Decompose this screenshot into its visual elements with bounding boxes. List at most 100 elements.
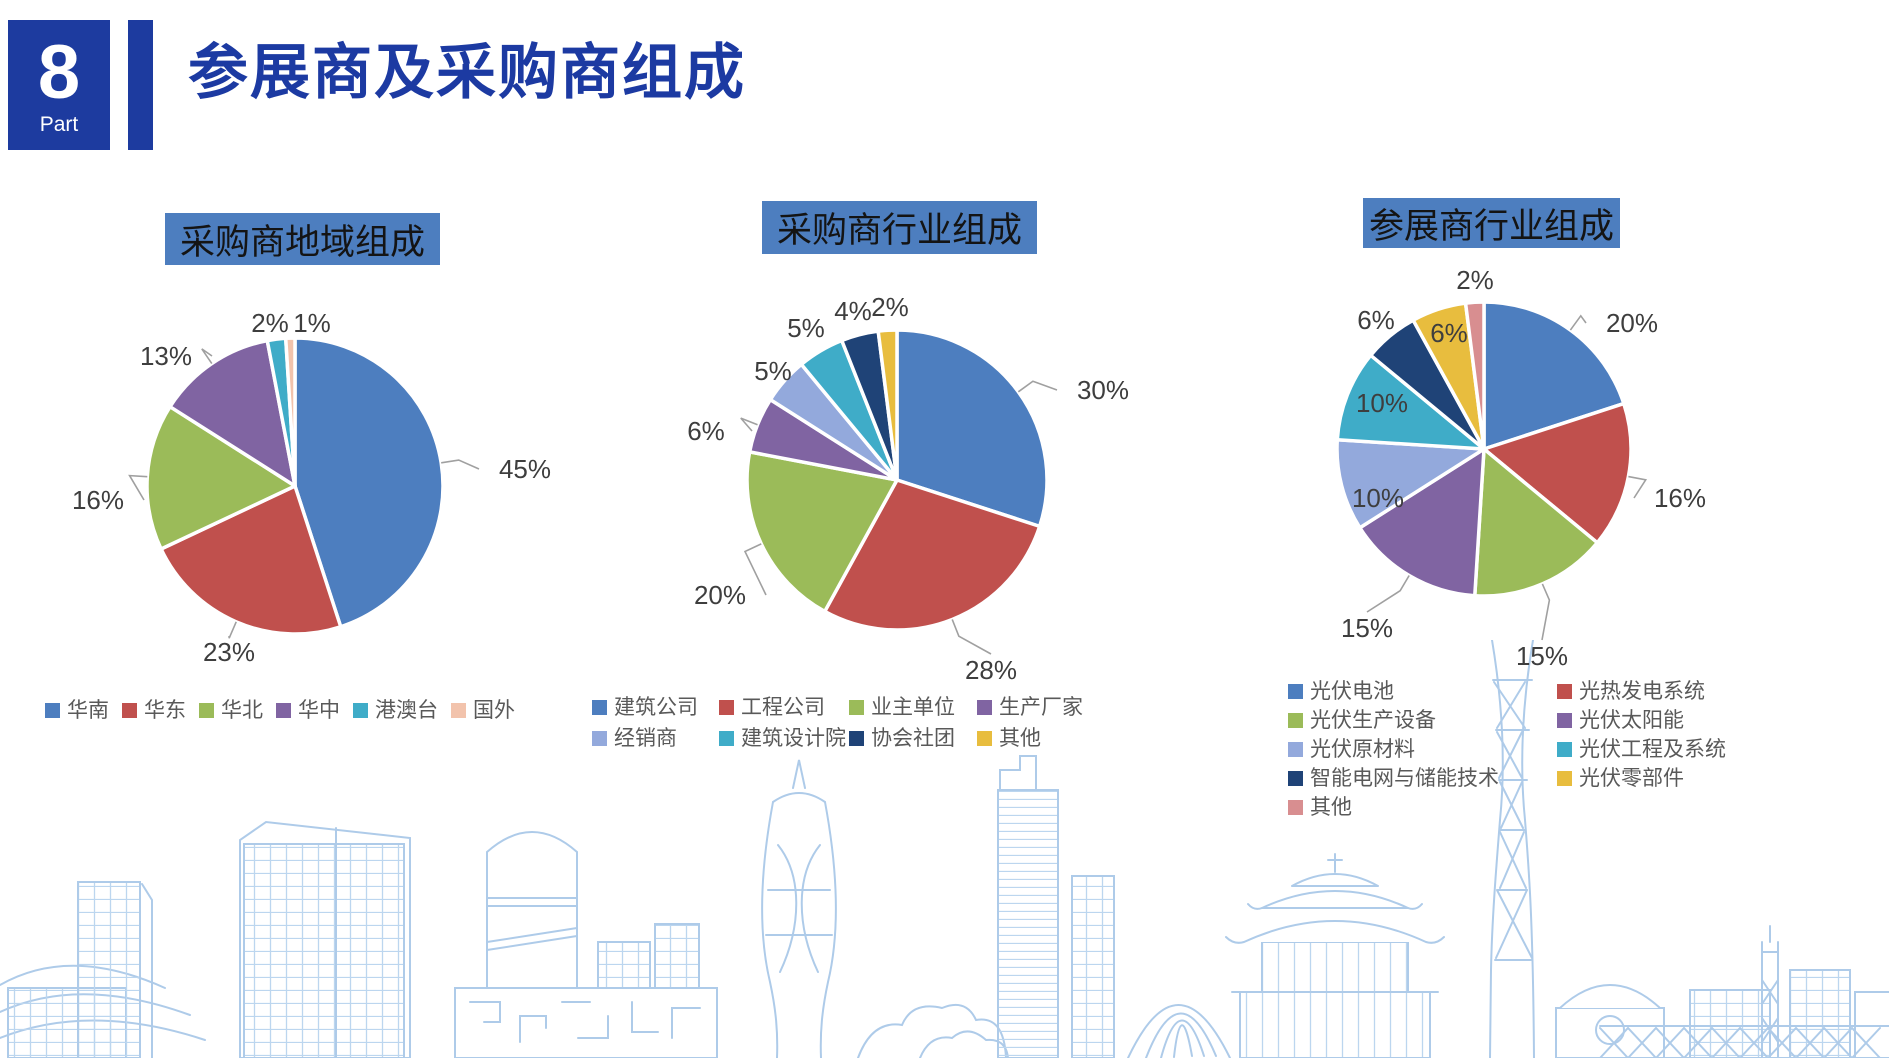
legend-swatch-icon bbox=[719, 731, 734, 746]
pie-percent-label: 5% bbox=[787, 313, 825, 343]
pie-percent-label: 6% bbox=[1357, 305, 1395, 335]
legend-label: 华北 bbox=[221, 699, 263, 722]
legend-label: 华东 bbox=[144, 699, 186, 722]
legend-swatch-icon bbox=[45, 703, 60, 718]
legend-item-华北: 华北 bbox=[199, 699, 263, 722]
legend-label: 光伏生产设备 bbox=[1310, 709, 1436, 732]
chart-title-buyer-industry: 采购商行业组成 bbox=[762, 201, 1037, 254]
legend-label: 华南 bbox=[67, 699, 109, 722]
legend-item-工程公司: 工程公司 bbox=[719, 696, 849, 719]
pie-percent-label: 15% bbox=[1341, 613, 1393, 643]
legend-item-建筑公司: 建筑公司 bbox=[592, 696, 719, 719]
label-leader-line bbox=[201, 348, 213, 365]
legend-swatch-icon bbox=[592, 700, 607, 715]
legend-swatch-icon bbox=[122, 703, 137, 718]
pie-slice-华北 bbox=[145, 404, 297, 551]
legend-swatch-icon bbox=[199, 703, 214, 718]
legend-swatch-icon bbox=[977, 700, 992, 715]
legend-item-经销商: 经销商 bbox=[592, 727, 719, 750]
legend-swatch-icon bbox=[276, 703, 291, 718]
legend-item-智能电网与储能技术: 智能电网与储能技术 bbox=[1288, 767, 1499, 790]
pie-percent-label: 6% bbox=[687, 416, 725, 446]
pie-percent-label: 45% bbox=[499, 454, 551, 484]
pie-percent-label: 4% bbox=[834, 296, 872, 326]
pie-slice-建筑公司 bbox=[895, 328, 1049, 529]
exhibitor-industry-pie-chart: 20% 16% 15% 15% 10% 10% 6% 6% 2% bbox=[1335, 265, 1706, 671]
legend-swatch-icon bbox=[719, 700, 734, 715]
pie-slice-光伏生产设备 bbox=[1473, 447, 1600, 598]
legend-item-国外: 国外 bbox=[451, 699, 515, 722]
legend-swatch-icon bbox=[849, 700, 864, 715]
legend-label: 其他 bbox=[1310, 796, 1352, 819]
pie-percent-label: 2% bbox=[251, 308, 289, 338]
legend-label: 光伏工程及系统 bbox=[1579, 738, 1726, 761]
slide-title: 参展商及采购商组成 bbox=[188, 39, 746, 106]
legend-swatch-icon bbox=[1288, 713, 1303, 728]
label-leader-line bbox=[1628, 475, 1648, 499]
chart-title-buyer-region: 采购商地域组成 bbox=[165, 213, 440, 265]
legend-label: 光热发电系统 bbox=[1579, 680, 1705, 703]
pie-percent-label: 28% bbox=[965, 655, 1017, 685]
label-leader-line bbox=[1017, 380, 1058, 393]
legend-swatch-icon bbox=[1557, 684, 1572, 699]
label-leader-line bbox=[743, 543, 767, 596]
pie-percent-label: 20% bbox=[1606, 308, 1658, 338]
legend-item-其他: 其他 bbox=[977, 727, 1083, 750]
legend-label: 光伏零部件 bbox=[1579, 767, 1684, 790]
pie-percent-label: 1% bbox=[293, 308, 331, 338]
pie-slice-国外 bbox=[283, 336, 297, 488]
legend-swatch-icon bbox=[353, 703, 368, 718]
legend-label: 建筑公司 bbox=[614, 696, 698, 719]
label-leader-line bbox=[1366, 575, 1410, 613]
buyer-industry-pie-chart: 30% 28% 20% 6% 5% 5% 4% 2% bbox=[687, 292, 1129, 685]
legend-label: 国外 bbox=[473, 699, 515, 722]
part-number-badge: 8 Part bbox=[8, 20, 110, 150]
pie-slice-其他 bbox=[876, 328, 899, 482]
pie-percent-label: 2% bbox=[871, 292, 909, 322]
legend-label: 协会社团 bbox=[871, 727, 955, 750]
legend-item-业主单位: 业主单位 bbox=[849, 696, 977, 719]
part-label: Part bbox=[39, 113, 79, 136]
legend-label: 光伏太阳能 bbox=[1579, 709, 1684, 732]
pie-percent-label: 16% bbox=[1654, 483, 1706, 513]
legend-swatch-icon bbox=[1557, 742, 1572, 757]
pie-percent-label: 16% bbox=[72, 485, 124, 515]
pie-percent-label: 10% bbox=[1356, 388, 1408, 418]
pie-percent-label: 6% bbox=[1430, 318, 1468, 348]
pie-percent-label: 23% bbox=[203, 637, 255, 667]
legend-swatch-icon bbox=[849, 731, 864, 746]
legend-swatch-icon bbox=[1288, 800, 1303, 815]
skyline-illustration bbox=[0, 640, 1889, 1058]
pie-slice-工程公司 bbox=[822, 478, 1042, 632]
legend-label: 光伏电池 bbox=[1310, 680, 1394, 703]
pie-percent-label: 5% bbox=[754, 356, 792, 386]
label-leader-line bbox=[128, 474, 148, 501]
legend-buyer-region: 华南 华东 华北 华中 港澳台 国外 bbox=[45, 699, 515, 722]
chart-title-exhibitor-industry: 参展商行业组成 bbox=[1363, 198, 1620, 248]
legend-label: 光伏原材料 bbox=[1310, 738, 1415, 761]
legend-label: 生产厂家 bbox=[999, 696, 1083, 719]
label-leader-line bbox=[951, 619, 992, 655]
legend-label: 经销商 bbox=[614, 727, 677, 750]
legend-item-光伏零部件: 光伏零部件 bbox=[1557, 767, 1726, 790]
legend-item-光伏工程及系统: 光伏工程及系统 bbox=[1557, 738, 1726, 761]
legend-item-光伏原材料: 光伏原材料 bbox=[1288, 738, 1499, 761]
pie-slice-业主单位 bbox=[745, 450, 899, 614]
pie-slice-其他 bbox=[1463, 300, 1486, 451]
legend-swatch-icon bbox=[1288, 742, 1303, 757]
legend-item-生产厂家: 生产厂家 bbox=[977, 696, 1083, 719]
pie-slice-光伏工程及系统 bbox=[1335, 353, 1486, 451]
legend-item-协会社团: 协会社团 bbox=[849, 727, 977, 750]
part-number: 8 bbox=[37, 30, 81, 115]
legend-label: 港澳台 bbox=[375, 699, 438, 722]
title-accent-bar bbox=[128, 20, 153, 150]
label-leader-line bbox=[1569, 314, 1587, 331]
pie-percent-label: 30% bbox=[1077, 375, 1129, 405]
legend-swatch-icon bbox=[1288, 771, 1303, 786]
pie-percent-label: 15% bbox=[1516, 641, 1568, 671]
legend-item-光热发电系统: 光热发电系统 bbox=[1557, 680, 1726, 703]
legend-buyer-industry: 建筑公司 工程公司 业主单位 生产厂家 经销商 建筑设计院 协会社团 其他 bbox=[592, 696, 1083, 750]
legend-label: 华中 bbox=[298, 699, 340, 722]
buyer-region-pie-chart: 45% 23% 16% 13% 2% 1% bbox=[72, 308, 551, 667]
